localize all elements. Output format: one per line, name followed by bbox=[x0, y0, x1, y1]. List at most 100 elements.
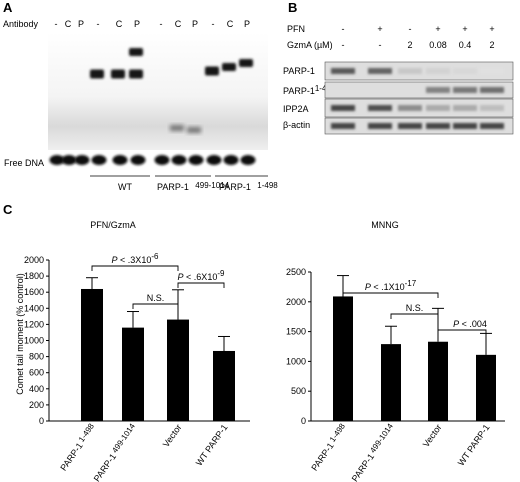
panel-a-label: A bbox=[3, 0, 13, 15]
blot-label-ipp2a: IPP2A bbox=[283, 104, 309, 114]
panel-b: B PFN GzmA (µM) - + - + + + - - 2 0.08 0.4 2 PARP-1… bbox=[283, 0, 514, 135]
y-tick-label: 1500 bbox=[286, 327, 306, 337]
free-dna-band bbox=[223, 155, 239, 165]
gel-image bbox=[48, 32, 268, 150]
faint-band bbox=[187, 127, 201, 133]
shifted-band bbox=[222, 63, 236, 71]
blot-band bbox=[368, 123, 392, 129]
shifted-band bbox=[205, 66, 219, 76]
y-tick-label: 800 bbox=[29, 352, 44, 362]
lane-label: - bbox=[160, 19, 163, 29]
x-tick-label: PARP-11-498 bbox=[57, 421, 97, 472]
blot-band bbox=[368, 68, 392, 74]
y-tick-label: 2500 bbox=[286, 267, 306, 277]
free-dna-band bbox=[112, 155, 128, 165]
shifted-band bbox=[129, 69, 143, 79]
chart1-ylabel: Comet tail moment (% control) bbox=[15, 273, 25, 395]
lane-label: P bbox=[244, 19, 250, 29]
y-tick-label: 1200 bbox=[24, 319, 44, 329]
lane-label: P bbox=[78, 19, 84, 29]
blot-band bbox=[480, 123, 504, 129]
pfn-value: + bbox=[377, 24, 382, 34]
blot-band bbox=[331, 123, 355, 129]
gzma-value: - bbox=[342, 40, 345, 50]
gzma-label: GzmA (µM) bbox=[287, 40, 333, 50]
bar bbox=[476, 354, 496, 421]
shifted-band bbox=[111, 69, 125, 79]
blot-band bbox=[398, 68, 422, 74]
group-label-wt: WT bbox=[118, 182, 132, 192]
bar bbox=[213, 350, 235, 421]
faint-band bbox=[170, 125, 184, 131]
pfn-value: + bbox=[489, 24, 494, 34]
free-dna-band bbox=[188, 155, 204, 165]
lane-label: C bbox=[227, 19, 234, 29]
significance-bracket bbox=[437, 329, 487, 335]
free-dna-band bbox=[91, 155, 107, 165]
free-dna-band bbox=[171, 155, 187, 165]
blot-band bbox=[453, 123, 477, 129]
blot-band bbox=[453, 68, 477, 74]
blot-band bbox=[426, 68, 450, 74]
panel-c: C PFN/GzmA MNNG Comet tail moment (% con… bbox=[3, 202, 505, 482]
blot-band bbox=[453, 87, 477, 93]
blot-band bbox=[368, 105, 392, 111]
y-tick-label: 1400 bbox=[24, 303, 44, 313]
blot-band bbox=[426, 123, 450, 129]
group-parp-range: 499-1014 bbox=[195, 181, 229, 190]
bar bbox=[167, 319, 189, 421]
blot-band bbox=[331, 105, 355, 111]
blot-label-beta-actin: β-actin bbox=[283, 120, 310, 130]
antibody-label: Antibody bbox=[3, 19, 39, 29]
blot-parp-name: PARP-1 bbox=[283, 86, 315, 96]
significance-label: P < .1X10-17 bbox=[365, 279, 417, 292]
gzma-value: 2 bbox=[489, 40, 494, 50]
blot-band bbox=[426, 87, 450, 93]
lane-label: C bbox=[175, 19, 182, 29]
supershift-band bbox=[129, 48, 143, 56]
blot-band bbox=[480, 68, 504, 74]
pfn-value: + bbox=[435, 24, 440, 34]
significance-label: N.S. bbox=[147, 293, 165, 303]
blot-band bbox=[331, 68, 355, 74]
significance-bracket bbox=[132, 303, 179, 309]
blot-band bbox=[398, 123, 422, 129]
x-tick-label: PARP-1499-1014 bbox=[349, 421, 397, 482]
blot-band bbox=[453, 105, 477, 111]
panel-c-label: C bbox=[3, 202, 13, 217]
pfn-value: + bbox=[462, 24, 467, 34]
y-tick-label: 2000 bbox=[286, 297, 306, 307]
gzma-value: 2 bbox=[407, 40, 412, 50]
free-dna-band bbox=[130, 155, 146, 165]
supershift-band bbox=[239, 59, 253, 67]
lane-label: P bbox=[192, 19, 198, 29]
y-tick-label: 1600 bbox=[24, 287, 44, 297]
pfn-label: PFN bbox=[287, 24, 305, 34]
chart-mnng: 0 500 1000 1500 2000 2500 PARP-11-498PARP-1499… bbox=[286, 267, 505, 482]
free-dna-band bbox=[61, 155, 77, 165]
x-tick-label: WT PARP-1 bbox=[194, 422, 230, 467]
y-tick-label: 500 bbox=[291, 386, 306, 396]
pfn-value: - bbox=[342, 24, 345, 34]
x-tick-label: Vector bbox=[161, 422, 184, 449]
y-tick-label: 0 bbox=[301, 416, 306, 426]
significance-label: P < .6X10-9 bbox=[178, 269, 225, 282]
blot-label-parp1: PARP-1 bbox=[283, 66, 315, 76]
group-parp-name-2: PARP-1 bbox=[219, 182, 251, 192]
free-dna-band bbox=[74, 155, 90, 165]
group-label-parp-499: PARP-1 499-1014 bbox=[157, 177, 230, 194]
bar bbox=[333, 296, 353, 421]
blot-band bbox=[426, 105, 450, 111]
shifted-band bbox=[90, 69, 104, 79]
x-tick-label: WT PARP-1 bbox=[456, 422, 492, 467]
free-dna-band bbox=[49, 155, 65, 165]
significance-bracket bbox=[177, 282, 225, 288]
lane-label: C bbox=[116, 19, 123, 29]
group-parp-name: PARP-1 bbox=[157, 182, 189, 192]
western-blots bbox=[324, 61, 514, 135]
y-tick-label: 1000 bbox=[24, 336, 44, 346]
lane-label: C bbox=[65, 19, 72, 29]
blot-band bbox=[480, 105, 504, 111]
panel-b-label: B bbox=[288, 0, 297, 15]
x-tick-label: PARP-1499-1014 bbox=[91, 421, 139, 482]
